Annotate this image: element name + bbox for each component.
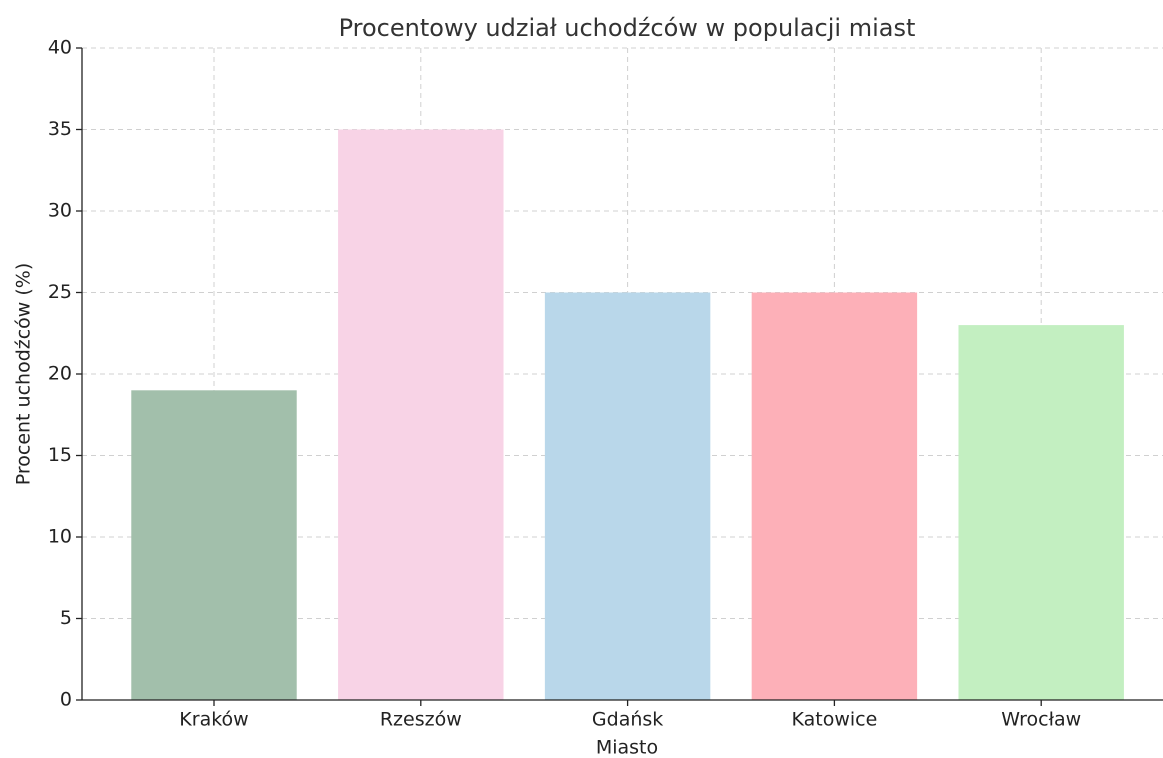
x-tick-label: Kraków [179, 709, 248, 731]
x-tick-label: Katowice [792, 709, 878, 731]
y-tick-label: 15 [48, 444, 72, 466]
x-tick-label: Wrocław [1001, 709, 1081, 731]
bar [338, 129, 504, 700]
y-tick-label: 0 [60, 689, 72, 711]
x-axis-label: Miasto [596, 737, 658, 758]
y-tick-label: 30 [48, 200, 72, 222]
y-tick-label: 35 [48, 118, 72, 140]
x-tick-label: Gdańsk [592, 709, 663, 731]
bar [544, 292, 711, 700]
y-axis-label: Procent uchodźców (%) [13, 263, 35, 486]
bar [958, 325, 1124, 700]
x-tick-label: Rzeszów [380, 709, 462, 731]
y-tick-label: 40 [48, 37, 72, 59]
chart-title: Procentowy udział uchodźców w populacji … [339, 14, 916, 42]
y-tick-label: 10 [48, 526, 72, 548]
y-tick-label: 25 [48, 281, 72, 303]
y-tick-label: 20 [48, 363, 72, 385]
bar [751, 292, 918, 700]
bar [131, 390, 297, 700]
y-tick-label: 5 [60, 607, 72, 629]
